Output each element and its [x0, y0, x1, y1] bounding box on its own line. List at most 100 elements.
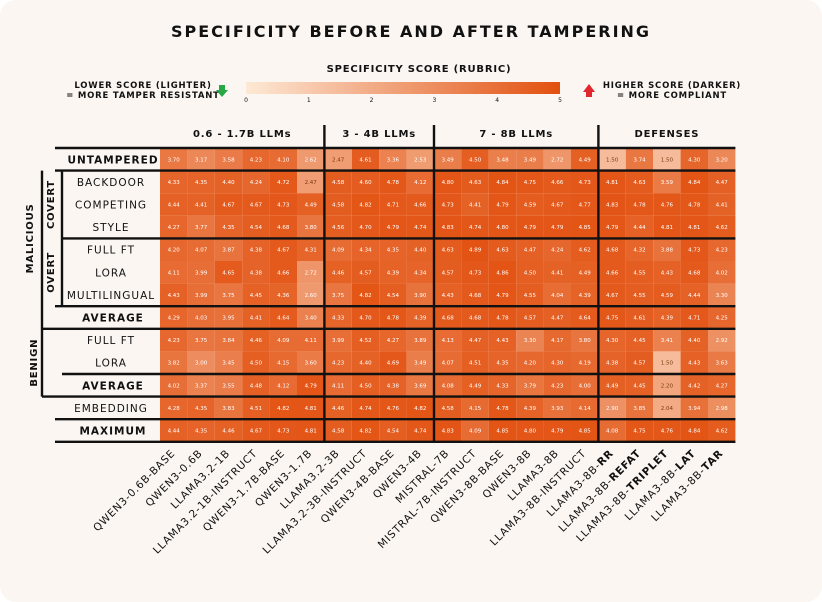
heatmap-cell [434, 351, 462, 374]
cell-value-label: 3.30 [524, 338, 537, 344]
cell-value-label: 4.73 [469, 270, 482, 276]
cell-value-label: 4.38 [250, 248, 263, 254]
heatmap-cell [160, 328, 188, 352]
heatmap-cell [351, 328, 380, 352]
heatmap-cell [571, 374, 599, 397]
cell-value-label: 3.74 [633, 157, 646, 163]
down-arrow-icon [216, 85, 228, 97]
cell-value-label: 2.60 [305, 293, 318, 299]
cell-value-label: 4.68 [606, 248, 619, 254]
cell-value-label: 3.80 [305, 225, 318, 231]
cell-value-label: 2.04 [661, 406, 674, 412]
heatmap-cell [516, 193, 544, 216]
covert-label: COVERT [46, 180, 57, 229]
cell-value-label: 4.68 [688, 270, 701, 276]
heatmap-cell [653, 148, 681, 171]
row-label: MAXIMUM [79, 426, 146, 438]
heatmap-cell [625, 328, 654, 352]
heatmap-cell [543, 396, 571, 420]
heatmap-cell [708, 261, 736, 284]
heatmap-cell [625, 419, 654, 442]
cell-value-label: 4.73 [442, 203, 455, 209]
heatmap-cell [680, 215, 708, 239]
cell-value-label: 3.40 [305, 316, 318, 322]
heatmap-cell [653, 374, 681, 397]
heatmap-cell [351, 215, 380, 239]
cell-value-label: 1.50 [661, 361, 674, 367]
heatmap-cell [680, 283, 708, 307]
heatmap-cell [269, 283, 297, 307]
colorbar-title: SPECIFICITY SCORE (RUBRIC) [327, 64, 512, 75]
cell-value-label: 4.09 [332, 248, 345, 254]
cell-value-label: 3.70 [168, 157, 181, 163]
heatmap-cell [406, 419, 434, 442]
colorbar [246, 82, 560, 94]
heatmap-cell [406, 148, 434, 171]
cell-value-label: 4.40 [414, 248, 427, 254]
high-score-label-line1: HIGHER SCORE (DARKER) [603, 81, 741, 91]
cell-value-label: 4.74 [414, 429, 427, 435]
heatmap-cell [242, 148, 270, 171]
cell-value-label: 4.61 [359, 157, 371, 163]
cell-value-label: 4.73 [688, 248, 701, 254]
heatmap-cell [543, 193, 571, 216]
cell-value-label: 4.82 [277, 406, 289, 412]
heatmap-cell [406, 351, 434, 374]
heatmap-cell [598, 148, 626, 171]
heatmap-cell [434, 261, 462, 284]
cell-value-label: 4.67 [250, 203, 263, 209]
heatmap-cell [653, 170, 681, 194]
heatmap-cell [571, 328, 599, 352]
cell-value-label: 4.23 [332, 361, 345, 367]
cell-value-label: 4.56 [332, 225, 345, 231]
heatmap-cell [379, 148, 407, 171]
cell-value-label: 4.83 [442, 429, 455, 435]
heatmap-cell [269, 215, 297, 239]
heatmap-cell [379, 170, 407, 194]
heatmap-cell [571, 396, 599, 420]
cell-value-label: 3.41 [661, 338, 673, 344]
row-label: MULTILINGUAL [67, 290, 155, 302]
cell-value-label: 4.41 [250, 316, 262, 322]
cell-value-label: 4.41 [551, 270, 563, 276]
cell-value-label: 4.66 [277, 270, 290, 276]
colorbar-tick-label: 5 [558, 97, 562, 104]
heatmap-cell [242, 419, 270, 442]
heatmap-cell [214, 419, 243, 442]
heatmap-cell [324, 351, 352, 374]
cell-value-label: 4.38 [606, 361, 619, 367]
cell-value-label: 4.50 [469, 157, 482, 163]
heatmap-cell [269, 306, 297, 329]
heatmap-cell [160, 419, 188, 442]
cell-value-label: 4.02 [716, 270, 728, 276]
heatmap-cell [571, 148, 599, 171]
heatmap-cell [242, 328, 270, 352]
heatmap-cell [434, 148, 462, 171]
cell-value-label: 4.30 [551, 361, 564, 367]
cell-value-label: 4.46 [332, 270, 345, 276]
heatmap-cell [653, 396, 681, 420]
cell-value-label: 4.64 [277, 316, 290, 322]
cell-value-label: 4.57 [633, 361, 646, 367]
cell-value-label: 3.80 [579, 338, 592, 344]
cell-value-label: 4.47 [469, 338, 482, 344]
heatmap-cell [214, 238, 243, 261]
cell-value-label: 4.57 [359, 270, 372, 276]
cell-value-label: 4.79 [496, 203, 509, 209]
cell-value-label: 4.57 [442, 270, 455, 276]
heatmap-cell [625, 374, 654, 397]
cell-value-label: 4.81 [305, 406, 317, 412]
heatmap-cell [461, 283, 489, 307]
heatmap-cell [434, 419, 462, 442]
heatmap-cell [625, 170, 654, 194]
heatmap-cell [160, 374, 188, 397]
cell-value-label: 4.11 [305, 338, 317, 344]
cell-value-label: 4.68 [469, 293, 482, 299]
heatmap-cell [488, 238, 517, 261]
cell-value-label: 4.81 [688, 225, 700, 231]
heatmap-cell [269, 193, 297, 216]
heatmap-cell [297, 215, 325, 239]
cell-value-label: 3.84 [222, 338, 235, 344]
heatmap-cell [242, 261, 270, 284]
heatmap-cell [461, 148, 489, 171]
